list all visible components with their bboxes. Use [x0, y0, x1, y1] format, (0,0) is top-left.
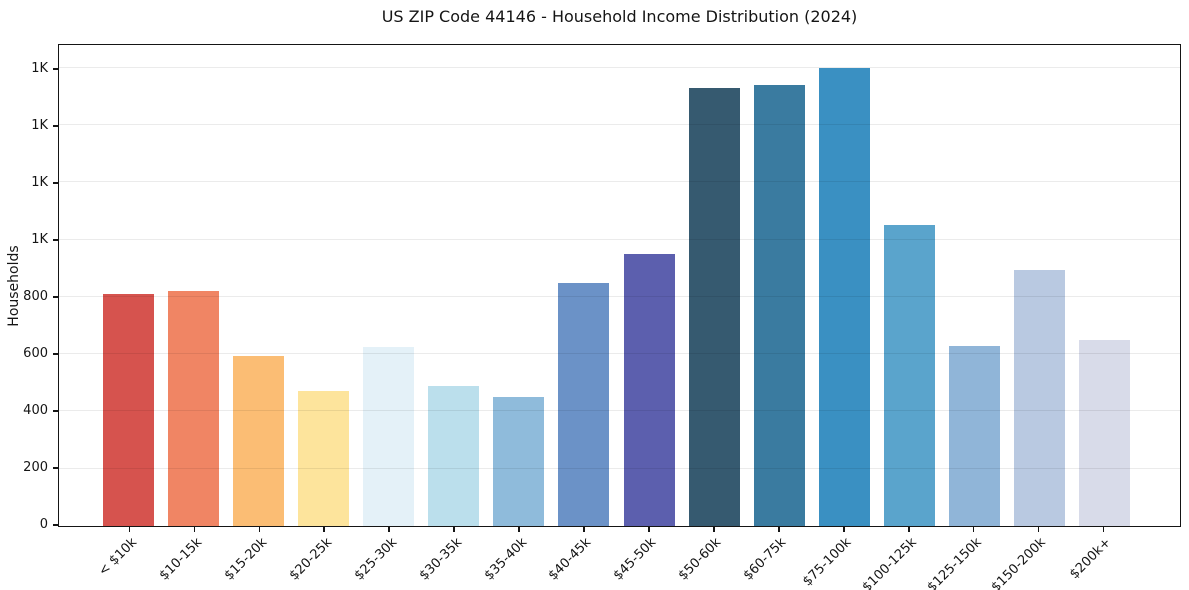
y-tick-label: 400 [23, 402, 48, 418]
y-tick-label: 0 [39, 517, 48, 532]
x-tick-text: $30-35k [416, 535, 465, 584]
y-tick-label: 1K [31, 174, 48, 190]
x-tick-text: $100-125k [859, 535, 920, 590]
x-tick-text: $10-15k [156, 535, 206, 584]
bar-slot [356, 45, 421, 526]
bar-slot [942, 45, 1007, 526]
x-tick-text: $20-25k [286, 535, 335, 584]
bar [428, 385, 480, 526]
x-tick-mark [388, 526, 390, 532]
bar [233, 355, 285, 526]
bar [948, 345, 1000, 526]
bar [818, 67, 870, 526]
x-tick-text: $150-200k [989, 535, 1050, 590]
x-tick-mark [583, 526, 585, 532]
y-tick-mark [53, 410, 59, 412]
plot-area [58, 44, 1181, 527]
x-tick-mark [778, 526, 780, 532]
x-tick-mark [1102, 526, 1105, 532]
bar-slot [291, 45, 356, 526]
y-tick-mark [53, 296, 59, 298]
x-tick-mark [193, 526, 196, 532]
bar [558, 282, 610, 526]
x-tick-mark [842, 526, 845, 532]
y-tick-mark [53, 353, 59, 355]
x-tick-mark [648, 526, 650, 532]
x-tick-mark [258, 526, 261, 532]
bar-slot [747, 45, 812, 526]
bar-slot [421, 45, 486, 526]
y-tick-label: 1K [31, 231, 48, 247]
x-tick-text: $200k+ [1067, 535, 1115, 583]
x-tick-text: < $10k [95, 535, 141, 580]
bar [753, 85, 805, 526]
bar-slot [1072, 45, 1137, 526]
bar [103, 294, 155, 526]
bar-slot [551, 45, 616, 526]
y-tick-mark [53, 182, 59, 184]
x-tick-mark [453, 526, 455, 532]
bar-slot [682, 45, 747, 526]
y-tick-label: 1K [31, 117, 48, 133]
bar [883, 225, 935, 526]
x-tick-mark [323, 526, 326, 532]
x-tick-text: $25-30k [351, 535, 400, 584]
bar [623, 254, 675, 526]
y-tick-label: 200 [23, 459, 48, 475]
bar [1078, 339, 1130, 526]
x-tick-text: $75-100k [800, 535, 855, 590]
bar-slot [1007, 45, 1072, 526]
bar-slot [486, 45, 551, 526]
y-tick-mark [53, 68, 59, 70]
y-tick-mark [53, 239, 59, 241]
x-tick-mark [972, 526, 975, 532]
x-tick-text: $45-50k [611, 535, 660, 584]
x-tick-text: $35-40k [481, 535, 530, 584]
x-tick-mark [1037, 526, 1040, 532]
x-tick-text: $50-60k [676, 535, 725, 584]
y-tick-label: 800 [23, 288, 48, 304]
x-tick-text: $40-45k [546, 535, 595, 584]
bar [363, 347, 415, 526]
x-tick-mark [128, 526, 131, 532]
y-tick-label: 1K [31, 60, 48, 76]
bar [493, 397, 545, 526]
bar-slot [617, 45, 682, 526]
bars-container [96, 45, 1137, 526]
bar [298, 391, 350, 526]
chart-title: US ZIP Code 44146 - Household Income Dis… [381, 7, 858, 26]
x-tick-text: $15-20k [221, 535, 270, 584]
bar-slot [96, 45, 161, 526]
bar-slot [812, 45, 877, 526]
y-tick-mark [53, 524, 59, 526]
x-tick-mark [518, 526, 520, 532]
bar [1013, 269, 1065, 526]
y-tick-mark [53, 467, 59, 469]
x-tick-text: $125-150k [924, 535, 985, 590]
y-tick-mark [53, 125, 59, 127]
x-tick-text: $60-75k [740, 535, 790, 584]
y-tick-label: 600 [23, 345, 48, 361]
bar [168, 291, 220, 526]
bar-slot [226, 45, 291, 526]
bar [688, 87, 740, 526]
x-tick-mark [713, 526, 715, 532]
bar-slot [877, 45, 942, 526]
bar-slot [161, 45, 226, 526]
x-tick-mark [907, 526, 910, 532]
